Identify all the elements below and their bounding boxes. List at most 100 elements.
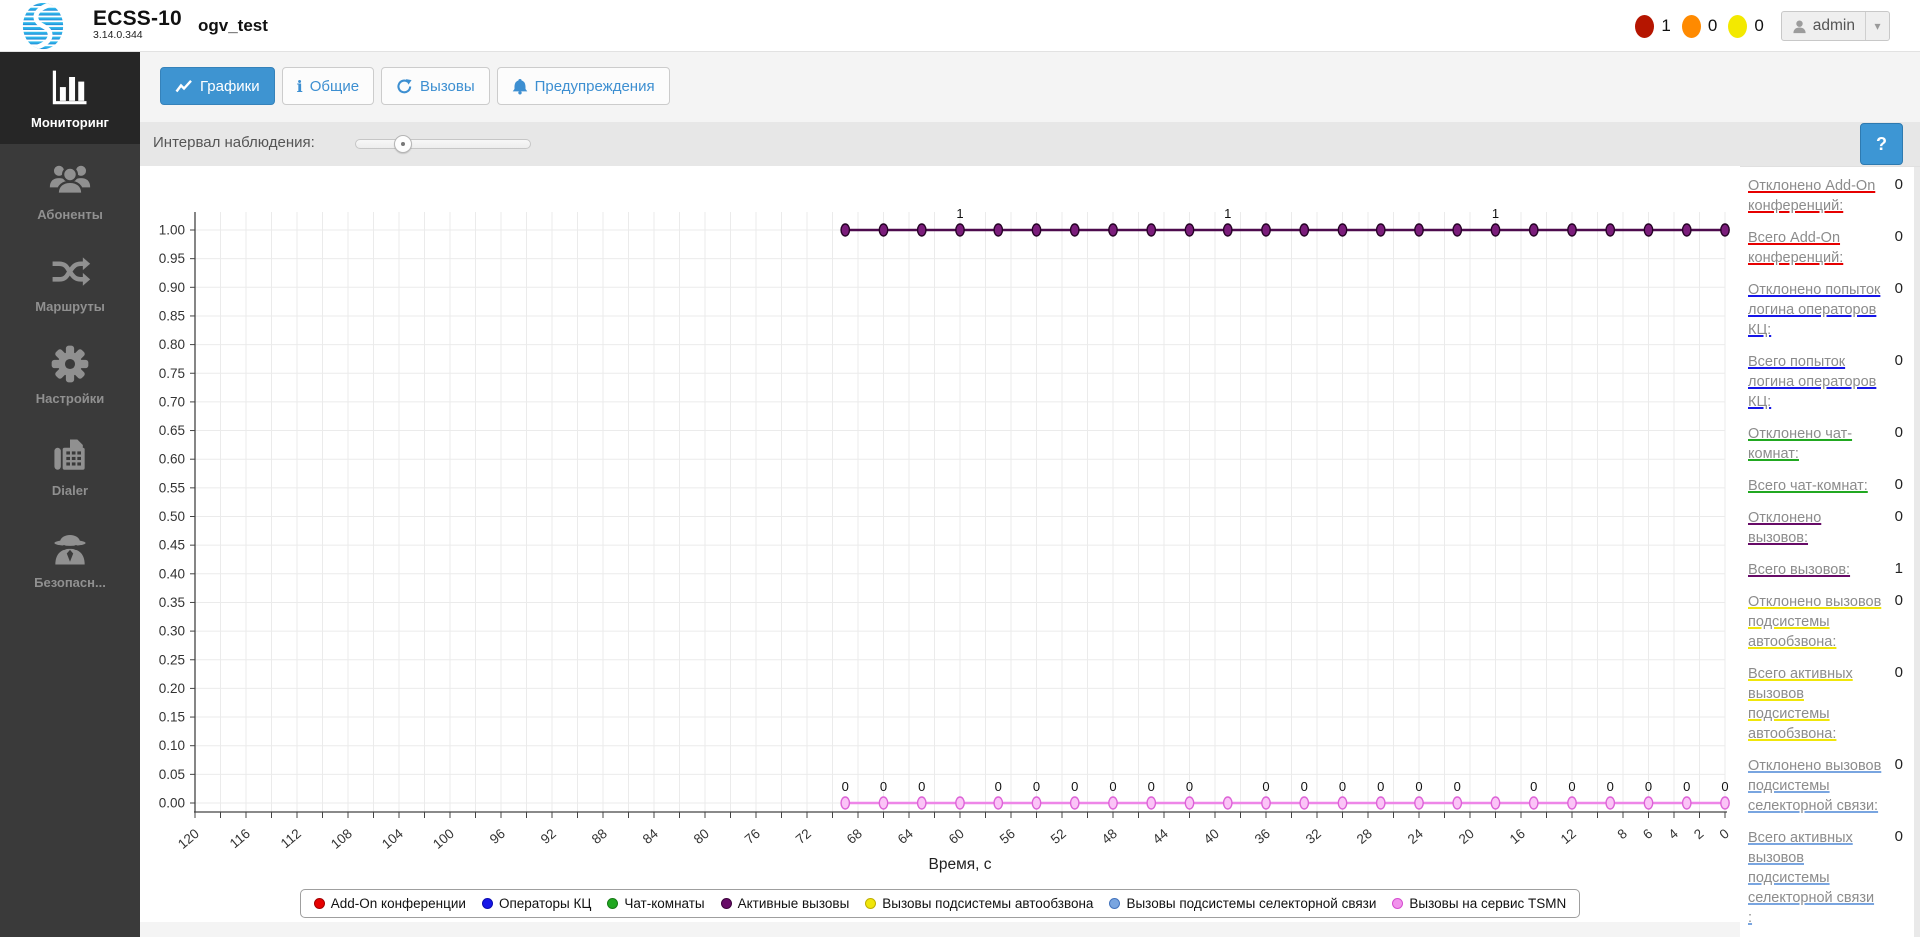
svg-text:0: 0 <box>842 779 849 794</box>
stat-label[interactable]: Отклонено вызовов подсистемы автообзвона… <box>1748 594 1882 650</box>
svg-text:112: 112 <box>278 826 304 851</box>
interval-label: Интервал наблюдения: <box>153 134 315 151</box>
users-icon <box>49 165 91 195</box>
svg-text:0.85: 0.85 <box>159 308 185 323</box>
interval-slider[interactable] <box>355 135 531 153</box>
stat-total-active-conference-subsystem-calls: Всего активных вызовов подсистемы селект… <box>1748 828 1920 928</box>
sidebar-item-security[interactable]: Безопасн... <box>0 512 140 604</box>
svg-text:8: 8 <box>1615 826 1630 842</box>
history-icon <box>396 78 413 95</box>
sidebar-item-settings[interactable]: Настройки <box>0 328 140 420</box>
stat-label[interactable]: Отклонено вызовов подсистемы селекторной… <box>1748 758 1882 814</box>
alarm-critical[interactable]: 1 <box>1635 14 1671 38</box>
sidebar-item-monitoring[interactable]: Мониторинг <box>0 52 140 144</box>
svg-text:0.20: 0.20 <box>159 681 185 696</box>
svg-text:1: 1 <box>956 206 963 221</box>
svg-text:0.60: 0.60 <box>159 452 185 467</box>
svg-text:0: 0 <box>1186 779 1193 794</box>
alarm-major[interactable]: 0 <box>1681 14 1718 38</box>
scrollbar[interactable] <box>1914 167 1920 937</box>
sidebar-item-routes[interactable]: Маршруты <box>0 236 140 328</box>
svg-text:108: 108 <box>328 826 355 852</box>
svg-text:76: 76 <box>742 826 763 847</box>
stat-rejected-autodialer-calls: Отклонено вызовов подсистемы автообзвона… <box>1748 592 1920 652</box>
major-alarm-count: 0 <box>1707 16 1718 35</box>
alarm-minor[interactable]: 0 <box>1728 14 1764 38</box>
svg-text:120: 120 <box>175 826 202 852</box>
chart-legend: Add-On конференции Операторы КЦ Чат-комн… <box>299 889 1581 918</box>
svg-text:100: 100 <box>430 826 457 852</box>
stat-label[interactable]: Всего попыток логина операторов КЦ: <box>1748 354 1877 410</box>
stat-label[interactable]: Отклонено Add-On конференций: <box>1748 178 1876 214</box>
bell-icon <box>512 78 528 95</box>
legend-item-autodialer-calls[interactable]: Вызовы подсистемы автообзвона <box>865 896 1093 911</box>
series-color-dot <box>313 898 325 909</box>
svg-text:0.40: 0.40 <box>159 566 185 581</box>
stat-label[interactable]: Всего вызовов: <box>1748 562 1851 578</box>
svg-text:0: 0 <box>880 779 887 794</box>
series-color-dot <box>481 898 493 909</box>
svg-text:0.15: 0.15 <box>159 710 185 725</box>
tab-calls[interactable]: Вызовы <box>381 67 490 105</box>
stat-label[interactable]: Отклонено вызовов: <box>1748 510 1822 546</box>
tab-warnings[interactable]: Предупреждения <box>496 67 670 105</box>
sidebar-item-dialer[interactable]: Dialer <box>0 420 140 512</box>
system-name: ogv_test <box>198 16 268 35</box>
tab-bar: Графики i Общие Вызовы Предупреждения <box>160 67 670 105</box>
legend-item-tsmn-calls[interactable]: Вызовы на сервис TSMN <box>1392 896 1566 911</box>
tab-charts[interactable]: Графики <box>160 67 275 105</box>
svg-text:0: 0 <box>1033 779 1040 794</box>
svg-text:0: 0 <box>1454 779 1461 794</box>
svg-text:0: 0 <box>1530 779 1537 794</box>
stat-label[interactable]: Всего активных вызовов подсистемы селект… <box>1748 830 1875 926</box>
user-icon <box>1793 20 1806 33</box>
legend-item-cc-operators[interactable]: Операторы КЦ <box>481 896 591 911</box>
help-button[interactable]: ? <box>1860 123 1903 165</box>
stat-total-active-autodialer-calls: Всего активных вызовов подсистемы автооб… <box>1748 664 1920 744</box>
stat-label[interactable]: Отклонено чат-комнат: <box>1748 426 1853 462</box>
user-name: admin <box>1812 17 1855 34</box>
eltex-logo-icon <box>22 2 64 50</box>
svg-text:0: 0 <box>1262 779 1269 794</box>
legend-item-conference-call-subsystem[interactable]: Вызовы подсистемы селекторной связи <box>1109 896 1376 911</box>
svg-text:96: 96 <box>487 826 508 847</box>
stat-label[interactable]: Всего чат-комнат: <box>1748 478 1868 494</box>
svg-text:4: 4 <box>1666 825 1682 842</box>
svg-text:0: 0 <box>1148 779 1155 794</box>
svg-text:0: 0 <box>1377 779 1384 794</box>
svg-text:0: 0 <box>1109 779 1116 794</box>
minor-alarm-count: 0 <box>1754 16 1764 35</box>
svg-text:72: 72 <box>793 826 814 847</box>
sidebar: Мониторинг Абоненты Маршруты <box>0 52 140 937</box>
stat-value: 0 <box>1894 280 1903 297</box>
svg-text:44: 44 <box>1150 826 1172 847</box>
info-icon: i <box>296 76 303 96</box>
svg-text:64: 64 <box>895 826 917 847</box>
legend-item-active-calls[interactable]: Активные вызовы <box>720 896 849 911</box>
stat-label[interactable]: Всего активных вызовов подсистемы автооб… <box>1748 666 1853 742</box>
stat-label[interactable]: Отклонено попыток логина операторов КЦ: <box>1748 282 1881 338</box>
legend-item-addon-conferences[interactable]: Add-On конференции <box>313 896 466 911</box>
stat-total-chat-rooms: Всего чат-комнат: 0 <box>1748 476 1920 496</box>
sidebar-item-subscribers[interactable]: Абоненты <box>0 144 140 236</box>
svg-text:0.55: 0.55 <box>159 480 185 495</box>
svg-text:104: 104 <box>379 825 406 851</box>
svg-text:88: 88 <box>589 826 610 847</box>
interval-slider-handle[interactable] <box>393 135 412 153</box>
stat-total-cc-operator-logins: Всего попыток логина операторов КЦ: 0 <box>1748 352 1920 412</box>
svg-text:0: 0 <box>1568 779 1575 794</box>
series-color-dot <box>865 898 877 909</box>
stat-label[interactable]: Всего Add-On конференций: <box>1748 230 1844 266</box>
app-brand: ECSS-10 3.14.0.344 <box>93 7 182 41</box>
stat-rejected-chat-rooms: Отклонено чат-комнат: 0 <box>1748 424 1920 464</box>
svg-text:0.50: 0.50 <box>159 509 185 524</box>
legend-item-chat-rooms[interactable]: Чат-комнаты <box>607 896 705 911</box>
line-chart-icon <box>175 79 193 94</box>
svg-text:0.00: 0.00 <box>159 796 185 811</box>
user-menu-button[interactable]: admin ▾ <box>1780 11 1890 41</box>
app-header: ECSS-10 3.14.0.344 ogv_test 1 0 0 admin … <box>0 0 1920 52</box>
tab-general[interactable]: i Общие <box>281 67 375 105</box>
stat-value: 0 <box>1894 664 1903 681</box>
svg-text:0.75: 0.75 <box>159 366 185 381</box>
svg-text:0: 0 <box>1415 779 1422 794</box>
